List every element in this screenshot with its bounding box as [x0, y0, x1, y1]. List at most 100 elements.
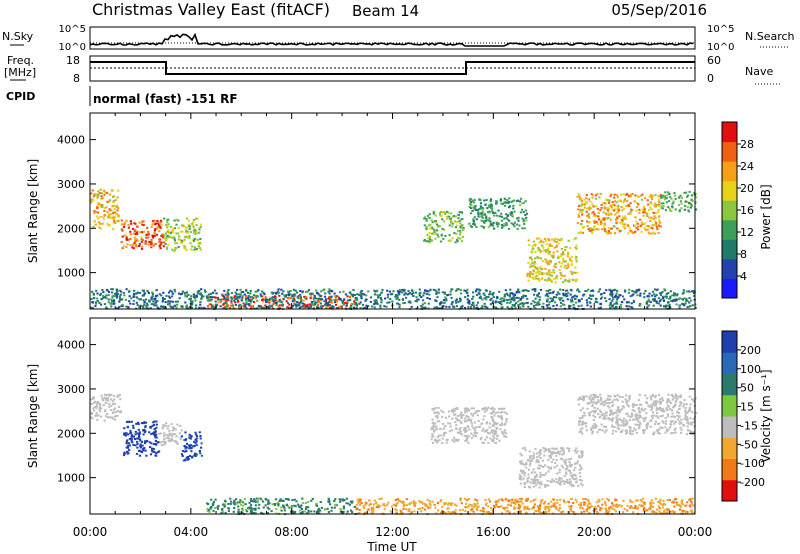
power-cell: [435, 221, 438, 224]
power-cell: [264, 296, 267, 299]
power-cell: [313, 294, 316, 297]
velocity-cell: [380, 497, 383, 500]
velocity-cell: [377, 506, 380, 509]
power-cell: [598, 196, 601, 199]
velocity-cell: [566, 478, 569, 481]
velocity-cell: [559, 481, 563, 483]
power-cell: [374, 302, 377, 305]
power-cell: [455, 232, 458, 235]
velocity-cell: [562, 499, 565, 502]
power-cell: [691, 199, 694, 202]
power-cell: [147, 230, 150, 233]
power-cell: [481, 305, 484, 308]
power-cell: [506, 306, 509, 309]
power-cell: [90, 306, 93, 309]
power-cell: [231, 304, 235, 307]
power-cell: [566, 255, 570, 258]
power-cell: [626, 224, 629, 226]
power-cell: [98, 226, 101, 229]
velocity-cell: [452, 436, 456, 439]
power-cell: [327, 301, 330, 304]
power-cell: [172, 231, 175, 233]
power-cell: [619, 199, 622, 202]
velocity-cell: [199, 435, 202, 437]
velocity-cell: [98, 403, 101, 405]
power-cell: [545, 250, 548, 253]
velocity-cell: [568, 461, 571, 463]
power-cell: [327, 290, 330, 293]
power-cell: [108, 224, 111, 227]
velocity-cell: [490, 412, 494, 415]
velocity-cell: [239, 503, 243, 506]
velocity-cell: [549, 467, 553, 470]
power-cell: [92, 225, 95, 228]
power-cell: [654, 194, 657, 196]
power-cell: [515, 296, 518, 299]
power-cell: [206, 299, 209, 302]
power-cell: [545, 243, 548, 246]
power-cell: [211, 304, 214, 307]
power-cell: [580, 211, 583, 214]
power-cell: [641, 193, 644, 196]
velocity-cell: [459, 499, 462, 502]
velocity-cell: [245, 510, 248, 513]
noise-tick-right-high: 10^5: [707, 24, 734, 35]
velocity-cell: [563, 480, 566, 483]
power-cell: [167, 300, 170, 303]
power-cell: [518, 224, 521, 227]
velocity-cell: [490, 408, 493, 410]
velocity-cell: [597, 401, 600, 404]
power-cell: [101, 222, 104, 225]
power-cell: [199, 238, 202, 240]
power-cell: [483, 221, 486, 224]
power-cell: [195, 217, 198, 220]
velocity-cell: [444, 425, 447, 428]
velocity-cell: [430, 438, 433, 441]
velocity-cell: [181, 455, 184, 457]
velocity-cell: [435, 441, 439, 444]
velocity-cell: [634, 504, 637, 507]
power-cell: [151, 234, 154, 237]
power-cell: [435, 290, 438, 293]
power-cell: [434, 237, 437, 240]
power-cell: [647, 203, 650, 206]
power-cell: [466, 298, 469, 301]
velocity-cell: [229, 497, 232, 500]
power-cell: [611, 293, 614, 296]
velocity-cell: [453, 409, 456, 412]
power-cell: [272, 303, 275, 306]
power-cell: [150, 225, 153, 228]
velocity-cell: [143, 431, 146, 434]
velocity-cell: [631, 404, 634, 406]
power-cell: [549, 279, 552, 282]
power-cell: [683, 191, 686, 194]
power-cell: [227, 289, 230, 291]
power-cell: [352, 289, 355, 291]
velocity-cell: [126, 450, 129, 453]
power-cell: [211, 296, 214, 298]
velocity-cell: [575, 451, 578, 454]
power-cell: [548, 250, 551, 253]
power-cell: [483, 294, 486, 297]
velocity-cell: [389, 510, 392, 513]
velocity-cell: [555, 507, 558, 510]
power-cell: [246, 297, 249, 300]
power-cell: [107, 224, 110, 227]
power-cell: [151, 236, 154, 239]
velocity-cell: [655, 415, 658, 418]
velocity-cell: [358, 508, 361, 511]
power-cell: [148, 299, 151, 302]
power-cell: [634, 216, 637, 219]
power-cell: [621, 219, 624, 222]
power-cell: [574, 278, 577, 281]
power-cell: [531, 245, 534, 248]
power-cell: [536, 237, 539, 240]
velocity-cell: [574, 498, 577, 501]
power-cell: [632, 299, 635, 302]
velocity-cell: [475, 426, 478, 429]
velocity-cell: [373, 499, 376, 502]
velocity-cell: [672, 415, 675, 418]
power-cell: [163, 241, 166, 244]
power-cell: [425, 289, 428, 292]
power-cell: [480, 219, 483, 222]
